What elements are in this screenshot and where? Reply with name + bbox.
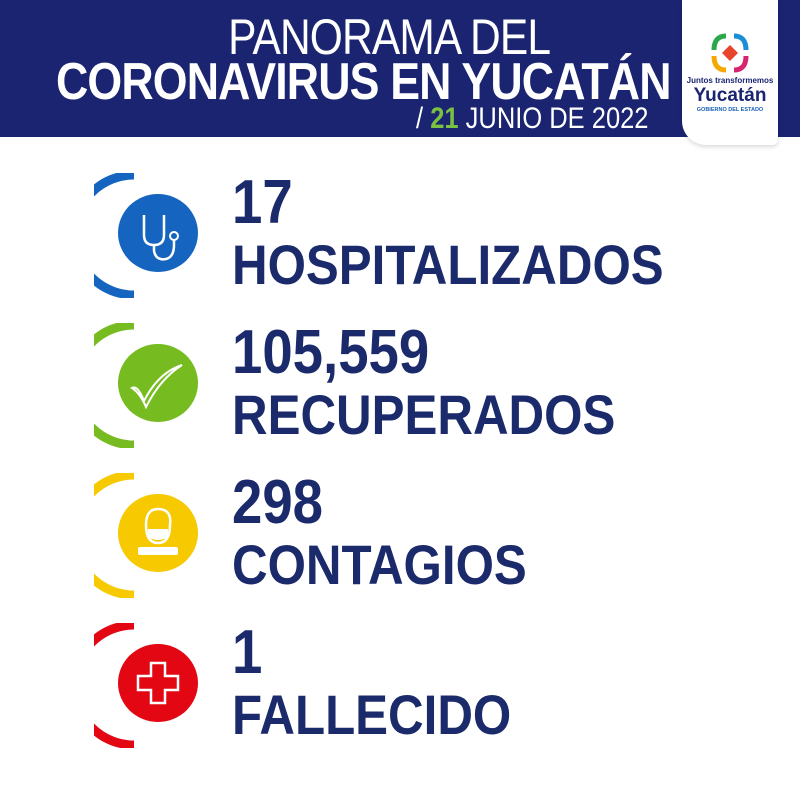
title-line1: PANORAMA DEL — [228, 9, 551, 65]
masked-person-icon — [94, 473, 198, 598]
stat-label: HOSPITALIZADOS — [232, 233, 664, 296]
stat-label: FALLECIDO — [232, 683, 512, 746]
stat-hospitalizados: 17 HOSPITALIZADOS — [0, 168, 800, 323]
stat-value: 298 — [232, 468, 324, 537]
medical-cross-icon — [94, 623, 198, 748]
logo-name: Yucatán — [693, 85, 767, 106]
logo-subtitle: GOBIERNO DEL ESTADO — [696, 107, 764, 113]
stat-value: 17 — [232, 168, 293, 237]
stat-recuperados: 105,559 RECUPERADOS — [0, 318, 800, 473]
stat-label: CONTAGIOS — [232, 533, 527, 596]
stat-label: RECUPERADOS — [232, 383, 616, 446]
yucatan-logo: Juntos transformemos Yucatán GOBIERNO DE… — [682, 0, 778, 145]
logo-tagline: Juntos transformemos — [686, 76, 774, 85]
header-banner: PANORAMA DEL CORONAVIRUS EN YUCATÁN / 21… — [0, 0, 800, 137]
stat-contagios: 298 CONTAGIOS — [0, 468, 800, 623]
date: / 21 JUNIO DE 2022 — [415, 102, 648, 135]
stat-value: 105,559 — [232, 318, 430, 387]
stethoscope-icon — [94, 173, 198, 298]
logo-emblem-icon — [711, 33, 749, 73]
stat-value: 1 — [232, 618, 263, 687]
title-line2: CORONAVIRUS EN YUCATÁN — [56, 53, 672, 111]
checkmark-icon — [94, 323, 198, 448]
stat-fallecido: 1 FALLECIDO — [0, 618, 800, 773]
